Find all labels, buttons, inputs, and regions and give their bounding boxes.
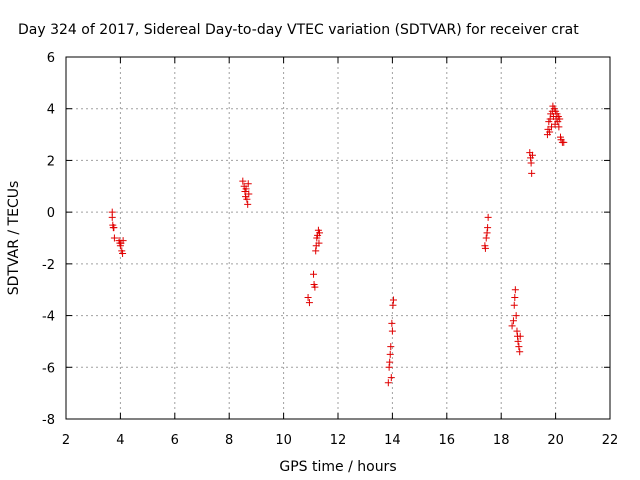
data-point [110, 234, 118, 242]
data-point [514, 337, 522, 345]
data-point [516, 348, 524, 356]
y-tick-labels: -8 -6 -4 -2 0 2 4 6 [42, 51, 55, 428]
data-point [108, 213, 116, 221]
data-point [119, 250, 127, 258]
y-tick-label: 0 [47, 206, 55, 221]
y-tick-label: -4 [42, 310, 55, 325]
chart-title: Day 324 of 2017, Sidereal Day-to-day VTE… [18, 22, 579, 38]
data-point [304, 293, 312, 301]
data-point [305, 299, 313, 307]
data-point [384, 379, 392, 387]
data-point [312, 247, 320, 255]
data-point [482, 234, 490, 242]
data-point [528, 169, 536, 177]
y-tick-label: -2 [42, 258, 55, 273]
x-tick-label: 2 [62, 433, 70, 448]
y-tick-label: -6 [42, 361, 55, 376]
data-point [316, 229, 324, 237]
x-tick-label: 4 [116, 433, 124, 448]
data-point [508, 322, 516, 330]
data-point [515, 343, 523, 351]
data-point [244, 180, 252, 188]
data-point [110, 224, 118, 232]
data-point [389, 296, 397, 304]
data-point [548, 123, 556, 131]
x-tick-label: 14 [384, 433, 401, 448]
x-tick-label: 6 [171, 433, 179, 448]
data-point [516, 332, 524, 340]
data-point [527, 159, 535, 167]
data-point [556, 115, 564, 123]
y-tick-label: 4 [47, 103, 55, 118]
x-axis-title: GPS time / hours [279, 459, 396, 475]
data-point [510, 301, 518, 309]
data-point [389, 301, 397, 309]
data-point [512, 312, 520, 320]
x-tick-labels: 2 4 6 8 10 12 14 16 18 20 22 [62, 433, 618, 448]
x-tick-label: 10 [275, 433, 292, 448]
data-point [388, 327, 396, 335]
ticks-layer [65, 56, 611, 420]
data-point [386, 358, 394, 366]
x-tick-label: 22 [602, 433, 619, 448]
y-tick-label: -8 [42, 413, 55, 428]
data-point [546, 128, 554, 136]
data-point [245, 190, 253, 198]
x-tick-label: 16 [439, 433, 456, 448]
data-point [387, 374, 395, 382]
data-point [481, 244, 489, 252]
x-tick-label: 12 [330, 433, 347, 448]
data-point [484, 224, 492, 232]
x-tick-label: 18 [493, 433, 510, 448]
data-point [311, 283, 319, 291]
data-point [511, 293, 519, 301]
grid-layer [66, 57, 610, 419]
data-point [242, 185, 250, 193]
y-tick-label: 6 [47, 51, 55, 66]
data-point [239, 177, 247, 185]
data-point [483, 229, 491, 237]
data-point [388, 319, 396, 327]
x-tick-label: 20 [547, 433, 564, 448]
data-point [244, 200, 252, 208]
data-point [560, 138, 568, 146]
data-point [119, 237, 127, 245]
data-point [484, 213, 492, 221]
x-tick-label: 8 [225, 433, 233, 448]
data-point [511, 286, 519, 294]
y-axis-title: SDTVAR / TECUs [6, 181, 22, 296]
data-point [386, 350, 394, 358]
data-point [315, 239, 323, 247]
data-point [385, 363, 393, 371]
data-point [310, 270, 318, 278]
data-point [243, 195, 251, 203]
data-point [528, 151, 536, 159]
data-point [555, 123, 563, 131]
data-points [108, 102, 568, 387]
data-point [509, 317, 517, 325]
y-tick-label: 2 [47, 154, 55, 169]
data-point [513, 327, 521, 335]
data-point [387, 343, 395, 351]
